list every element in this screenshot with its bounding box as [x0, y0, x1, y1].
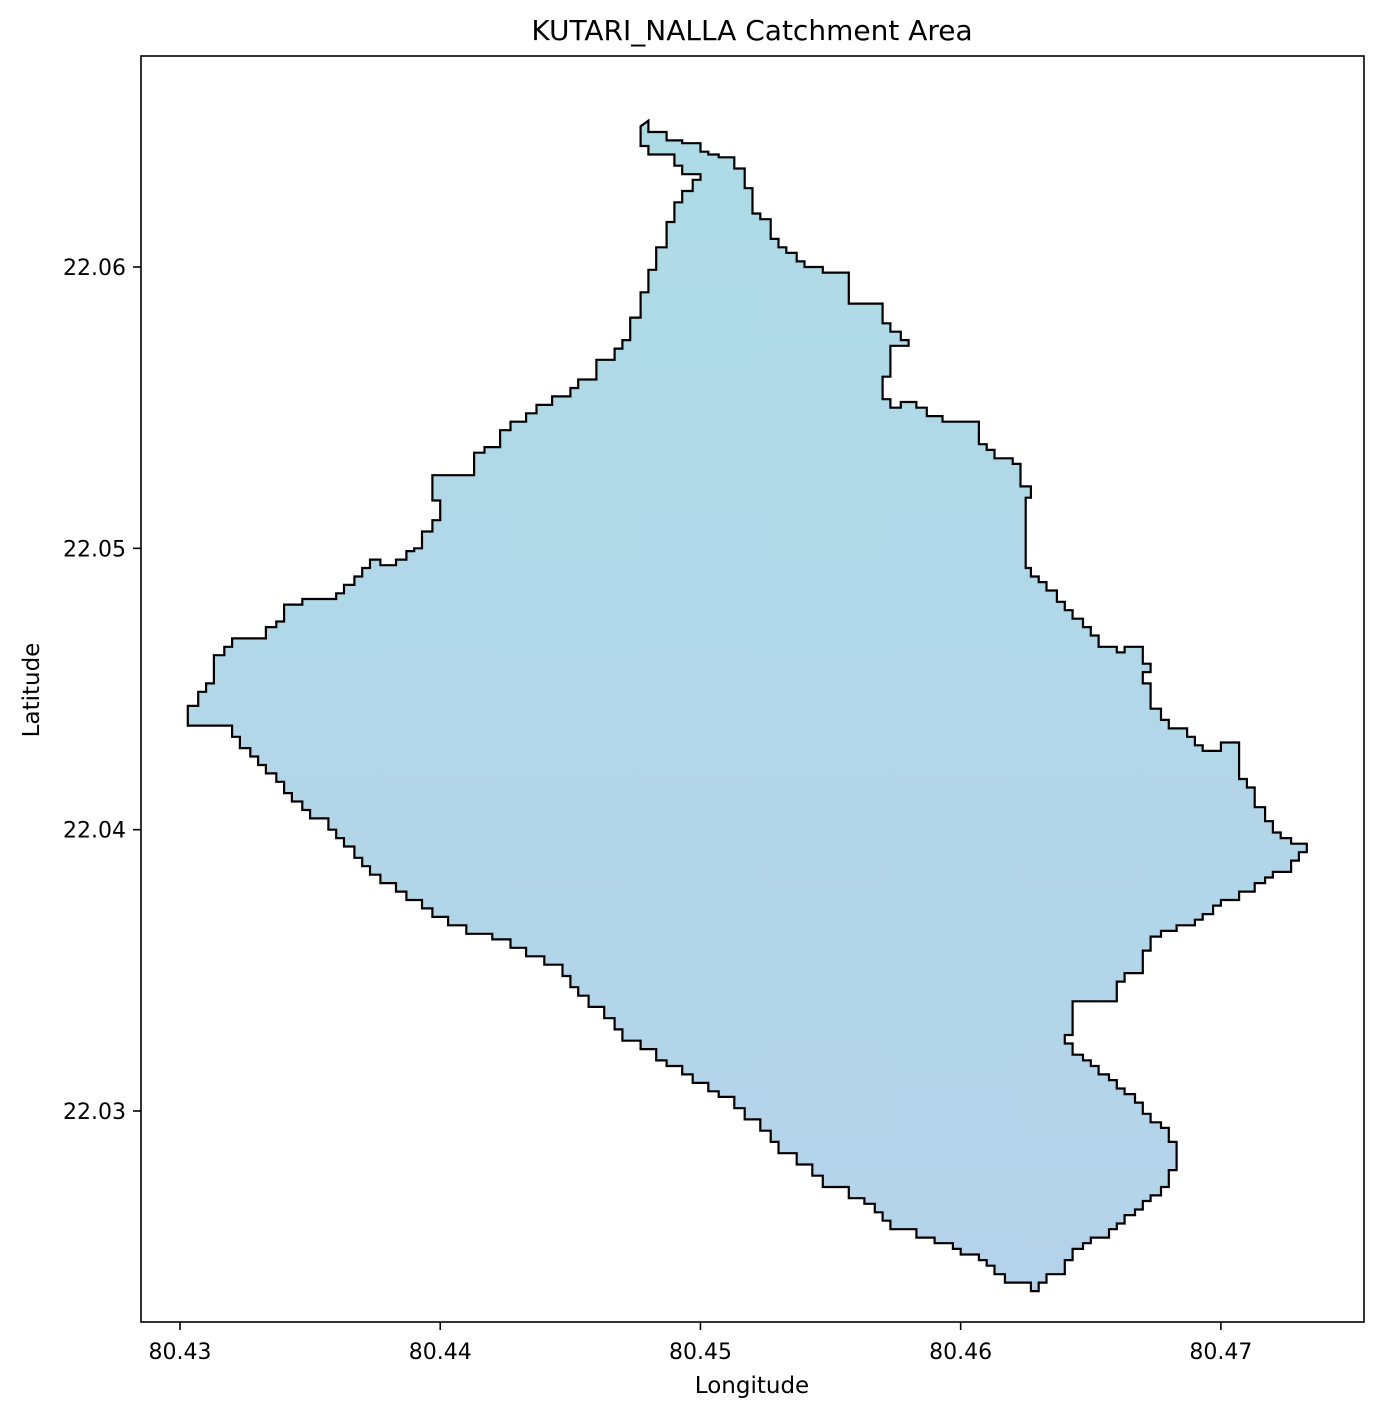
x-tick-label: 80.45: [669, 1340, 732, 1365]
catchment-layer: [186, 118, 1308, 1293]
y-tick-label: 22.05: [63, 537, 126, 562]
y-axis: 22.03 22.04 22.05 22.06: [63, 256, 141, 1125]
y-tick-label: 22.06: [63, 256, 126, 281]
x-axis: 80.43 80.44 80.45 80.46 80.47: [149, 1322, 1252, 1365]
plot-frame: [140, 55, 1365, 1323]
x-axis-label: Longitude: [695, 1373, 809, 1399]
x-tick-label: 80.47: [1189, 1340, 1252, 1365]
y-tick-label: 22.03: [63, 1100, 126, 1125]
catchment-polygon: [186, 118, 1308, 1293]
y-tick-label: 22.04: [63, 819, 126, 844]
x-tick-label: 80.43: [149, 1340, 212, 1365]
y-axis-label: Latitude: [19, 643, 45, 738]
map-title: KUTARI_NALLA Catchment Area: [531, 14, 972, 47]
x-tick-label: 80.44: [409, 1340, 472, 1365]
x-tick-label: 80.46: [929, 1340, 992, 1365]
